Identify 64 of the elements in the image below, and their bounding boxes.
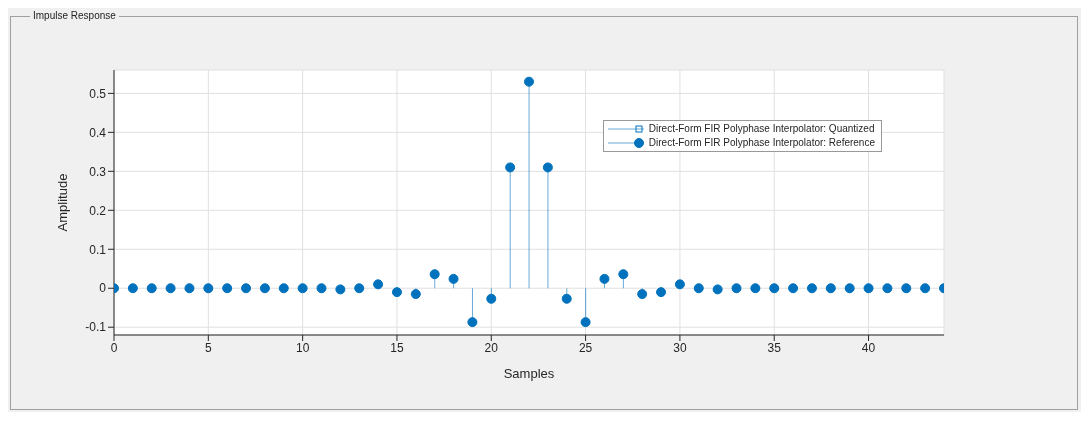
point	[505, 162, 516, 173]
point	[467, 317, 478, 328]
point	[920, 283, 931, 294]
y-tick-label: 0.2	[89, 203, 107, 218]
point	[693, 283, 704, 294]
legend-label: Direct-Form FIR Polyphase Interpolator: Quantized	[647, 122, 875, 136]
point	[674, 279, 685, 290]
point	[259, 283, 270, 294]
y-axis-title: Amplitude	[54, 173, 70, 232]
point	[618, 269, 629, 280]
point	[127, 283, 138, 294]
point	[637, 289, 648, 300]
x-tick-label: 0	[110, 340, 118, 355]
x-tick-label: 5	[204, 340, 212, 355]
point	[316, 283, 327, 294]
point	[165, 283, 176, 294]
point	[863, 283, 874, 294]
point	[241, 283, 252, 294]
point	[599, 273, 610, 284]
point	[448, 273, 459, 284]
point	[901, 283, 912, 294]
point	[731, 283, 742, 294]
point	[373, 279, 384, 290]
y-tick-label: 0.1	[89, 242, 107, 257]
point	[184, 283, 195, 294]
y-tick-label: 0.4	[89, 125, 107, 140]
y-tick-label: 0.3	[89, 164, 107, 179]
legend-label: Direct-Form FIR Polyphase Interpolator: Reference	[647, 136, 875, 150]
x-tick-label: 40	[861, 340, 876, 355]
point	[391, 287, 402, 298]
x-axis-title: Samples	[503, 366, 555, 381]
y-tick-label: 0	[99, 281, 107, 296]
point	[524, 76, 534, 87]
x-tick-label: 15	[390, 340, 404, 355]
point	[580, 317, 591, 328]
point	[788, 283, 799, 294]
x-tick-label: 30	[673, 340, 687, 355]
point	[410, 289, 421, 300]
point	[146, 283, 157, 294]
point	[297, 283, 308, 294]
point	[203, 283, 214, 294]
point	[542, 162, 553, 173]
point	[806, 283, 817, 294]
point	[712, 284, 723, 295]
x-tick-label: 10	[295, 340, 310, 355]
point	[561, 293, 572, 304]
point	[882, 283, 893, 294]
point	[750, 283, 761, 294]
point	[222, 283, 233, 294]
point	[335, 284, 346, 295]
point	[429, 269, 440, 280]
y-tick-label: -0.1	[85, 320, 107, 335]
point	[825, 283, 836, 294]
x-tick-label: 20	[484, 340, 499, 355]
x-tick-label: 35	[767, 340, 782, 355]
x-tick-label: 25	[578, 340, 593, 355]
point	[769, 283, 780, 294]
point	[844, 283, 855, 294]
y-tick-label: 0.5	[89, 86, 107, 101]
point	[354, 283, 365, 294]
point	[278, 283, 289, 294]
point	[656, 287, 667, 298]
point	[486, 293, 497, 304]
chart-title: Impulse Response	[30, 10, 119, 21]
